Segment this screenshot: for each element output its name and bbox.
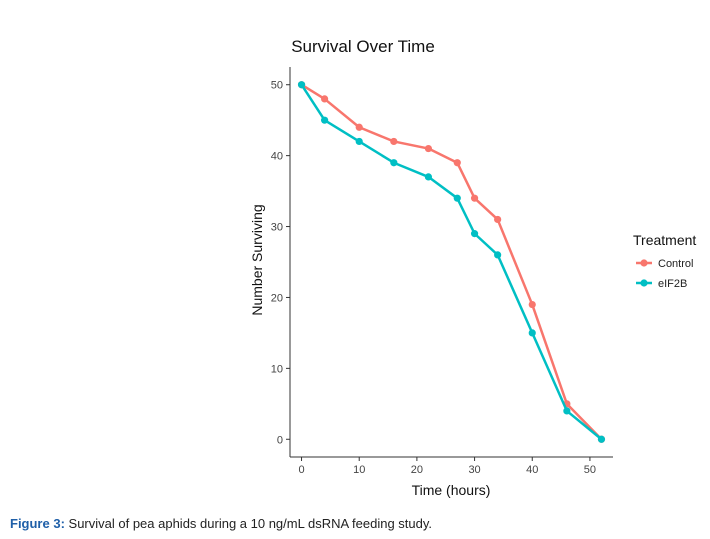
data-point-control <box>528 300 536 309</box>
legend-key-point-eif2b <box>640 279 648 287</box>
legend-items: Control eIF2B <box>636 258 693 290</box>
data-point-control <box>494 215 502 224</box>
series-layer <box>297 81 606 443</box>
data-point-control <box>453 159 461 167</box>
data-point-control <box>390 137 398 146</box>
x-tick-label: 30 <box>468 464 480 476</box>
data-point-control <box>470 194 479 202</box>
data-point-eif2b <box>563 407 571 415</box>
y-tick-label: 10 <box>271 363 283 375</box>
x-tick-label: 0 <box>298 464 304 476</box>
x-tick-label: 20 <box>411 464 423 476</box>
data-point-control <box>355 123 363 131</box>
legend-label-eif2b: eIF2B <box>658 278 687 290</box>
chart-title: Survival Over Time <box>291 37 435 56</box>
figure-caption-text: Survival of pea aphids during a 10 ng/mL… <box>64 516 433 531</box>
data-point-eif2b <box>321 116 329 124</box>
data-point-eif2b <box>390 159 398 167</box>
y-axis-label: Number Surviving <box>249 204 265 315</box>
x-tick-label: 50 <box>584 464 596 476</box>
y-tick-label: 20 <box>271 292 283 304</box>
legend-label-control: Control <box>658 258 693 270</box>
x-tick-label: 10 <box>353 464 365 476</box>
data-point-eif2b <box>297 81 306 89</box>
data-point-eif2b <box>355 137 363 146</box>
y-tick-label: 40 <box>271 151 283 163</box>
data-point-eif2b <box>470 230 479 238</box>
legend-key-point-control <box>640 259 648 267</box>
data-point-eif2b <box>494 251 502 259</box>
legend-title: Treatment <box>633 232 696 248</box>
plot-panel <box>289 67 613 458</box>
y-tick-label: 0 <box>277 434 283 446</box>
chart: Survival Over Time 0 10 20 30 40 50 0 10 20 30 40… <box>249 37 696 498</box>
data-point-eif2b <box>424 173 433 181</box>
y-tick-label: 30 <box>271 222 283 234</box>
data-point-eif2b <box>528 329 536 337</box>
figure-caption-label: Figure 3: <box>10 516 65 531</box>
data-point-control <box>321 95 329 103</box>
data-point-control <box>424 144 433 153</box>
x-axis-ticks: 0 10 20 30 40 50 <box>298 457 596 476</box>
x-axis-label: Time (hours) <box>412 482 491 498</box>
y-tick-label: 50 <box>271 80 283 92</box>
data-point-eif2b <box>597 435 606 443</box>
data-point-eif2b <box>453 194 461 202</box>
y-axis-ticks: 0 10 20 30 40 50 <box>271 80 290 446</box>
series-line-eif2b <box>300 84 603 441</box>
figure-caption: Figure 3: Survival of pea aphids during … <box>10 516 432 531</box>
x-tick-label: 40 <box>526 464 538 476</box>
legend: Treatment Control eIF2B <box>633 232 696 290</box>
